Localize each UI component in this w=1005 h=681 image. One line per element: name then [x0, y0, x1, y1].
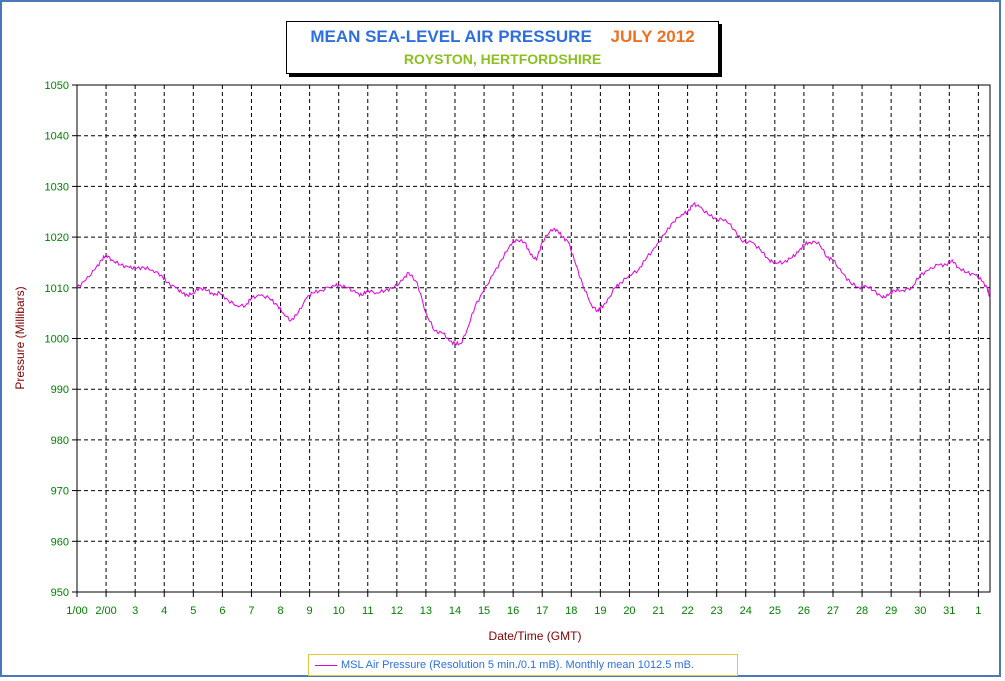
x-tick-label: 5	[190, 605, 196, 617]
x-tick-label: 17	[536, 605, 548, 617]
x-tick-label: 10	[333, 605, 345, 617]
y-tick-label: 1000	[45, 334, 69, 346]
series-line-msl-pressure	[76, 201, 991, 346]
y-tick-label: 980	[51, 435, 69, 447]
x-axis-title: Date/Time (GMT)	[489, 629, 582, 643]
y-tick-label: 990	[51, 384, 69, 396]
legend-swatch	[315, 665, 337, 666]
x-tick-label: 1/00	[66, 605, 87, 617]
chart-period: JULY 2012	[610, 27, 695, 46]
y-axis-title: Pressure (Millibars)	[13, 286, 27, 389]
x-tick-label: 15	[478, 605, 490, 617]
x-tick-label: 16	[507, 605, 519, 617]
x-tick-label: 7	[248, 605, 254, 617]
pressure-chart: 950960970980990100010101020103010401050 …	[13, 80, 991, 643]
x-tick-label: 29	[885, 605, 897, 617]
x-tick-label: 22	[681, 605, 693, 617]
chart-title: MEAN SEA-LEVEL AIR PRESSURE	[310, 27, 592, 46]
chart-title-box: MEAN SEA-LEVEL AIR PRESSURE JULY 2012 RO…	[286, 21, 719, 74]
x-tick-label: 23	[711, 605, 723, 617]
chart-subtitle: ROYSTON, HERTFORDSHIRE	[403, 51, 602, 67]
x-tick-label: 2/00	[95, 605, 116, 617]
x-tick-label: 3	[132, 605, 138, 617]
x-tick-label: 26	[798, 605, 810, 617]
x-tick-label: 11	[362, 605, 373, 617]
y-tick-label: 1050	[45, 80, 69, 92]
gridlines	[77, 85, 990, 592]
y-tick-label: 1010	[45, 283, 69, 295]
y-tick-label: 1040	[45, 131, 69, 143]
x-tick-label: 8	[277, 605, 283, 617]
x-tick-label: 14	[449, 605, 461, 617]
y-tick-label: 1030	[45, 181, 69, 193]
y-tick-label: 1020	[45, 232, 69, 244]
y-tick-label: 970	[51, 486, 69, 498]
x-tick-label: 31	[943, 605, 955, 617]
x-tick-label: 13	[420, 605, 432, 617]
x-tick-label: 20	[623, 605, 635, 617]
x-tick-label: 24	[740, 605, 752, 617]
y-tick-label: 950	[51, 587, 69, 599]
x-tick-label: 18	[565, 605, 577, 617]
chart-title-line: MEAN SEA-LEVEL AIR PRESSURE JULY 2012	[287, 27, 718, 47]
x-tick-label: 4	[161, 605, 167, 617]
x-tick-label: 21	[652, 605, 664, 617]
x-tick-label: 25	[769, 605, 781, 617]
y-tick-label: 960	[51, 536, 69, 548]
x-tick-label: 1	[975, 605, 981, 617]
x-tick-label: 6	[219, 605, 225, 617]
x-tick-label: 19	[594, 605, 606, 617]
legend: MSL Air Pressure (Resolution 5 min./0.1 …	[308, 654, 738, 676]
x-axis: 1/00 2/00 3 4 5 6 7 8 9 10 11 12 13 14 15 16 17 18 19 20 21 2…	[66, 592, 981, 617]
x-tick-label: 30	[914, 605, 926, 617]
y-axis: 950 960 970 980 990 1000 1010 1020 1030 1040 1050	[45, 80, 77, 599]
x-tick-label: 9	[307, 605, 313, 617]
x-tick-label: 28	[856, 605, 868, 617]
legend-label: MSL Air Pressure (Resolution 5 min./0.1 …	[341, 659, 694, 671]
x-tick-label: 12	[391, 605, 403, 617]
x-tick-label: 27	[827, 605, 839, 617]
